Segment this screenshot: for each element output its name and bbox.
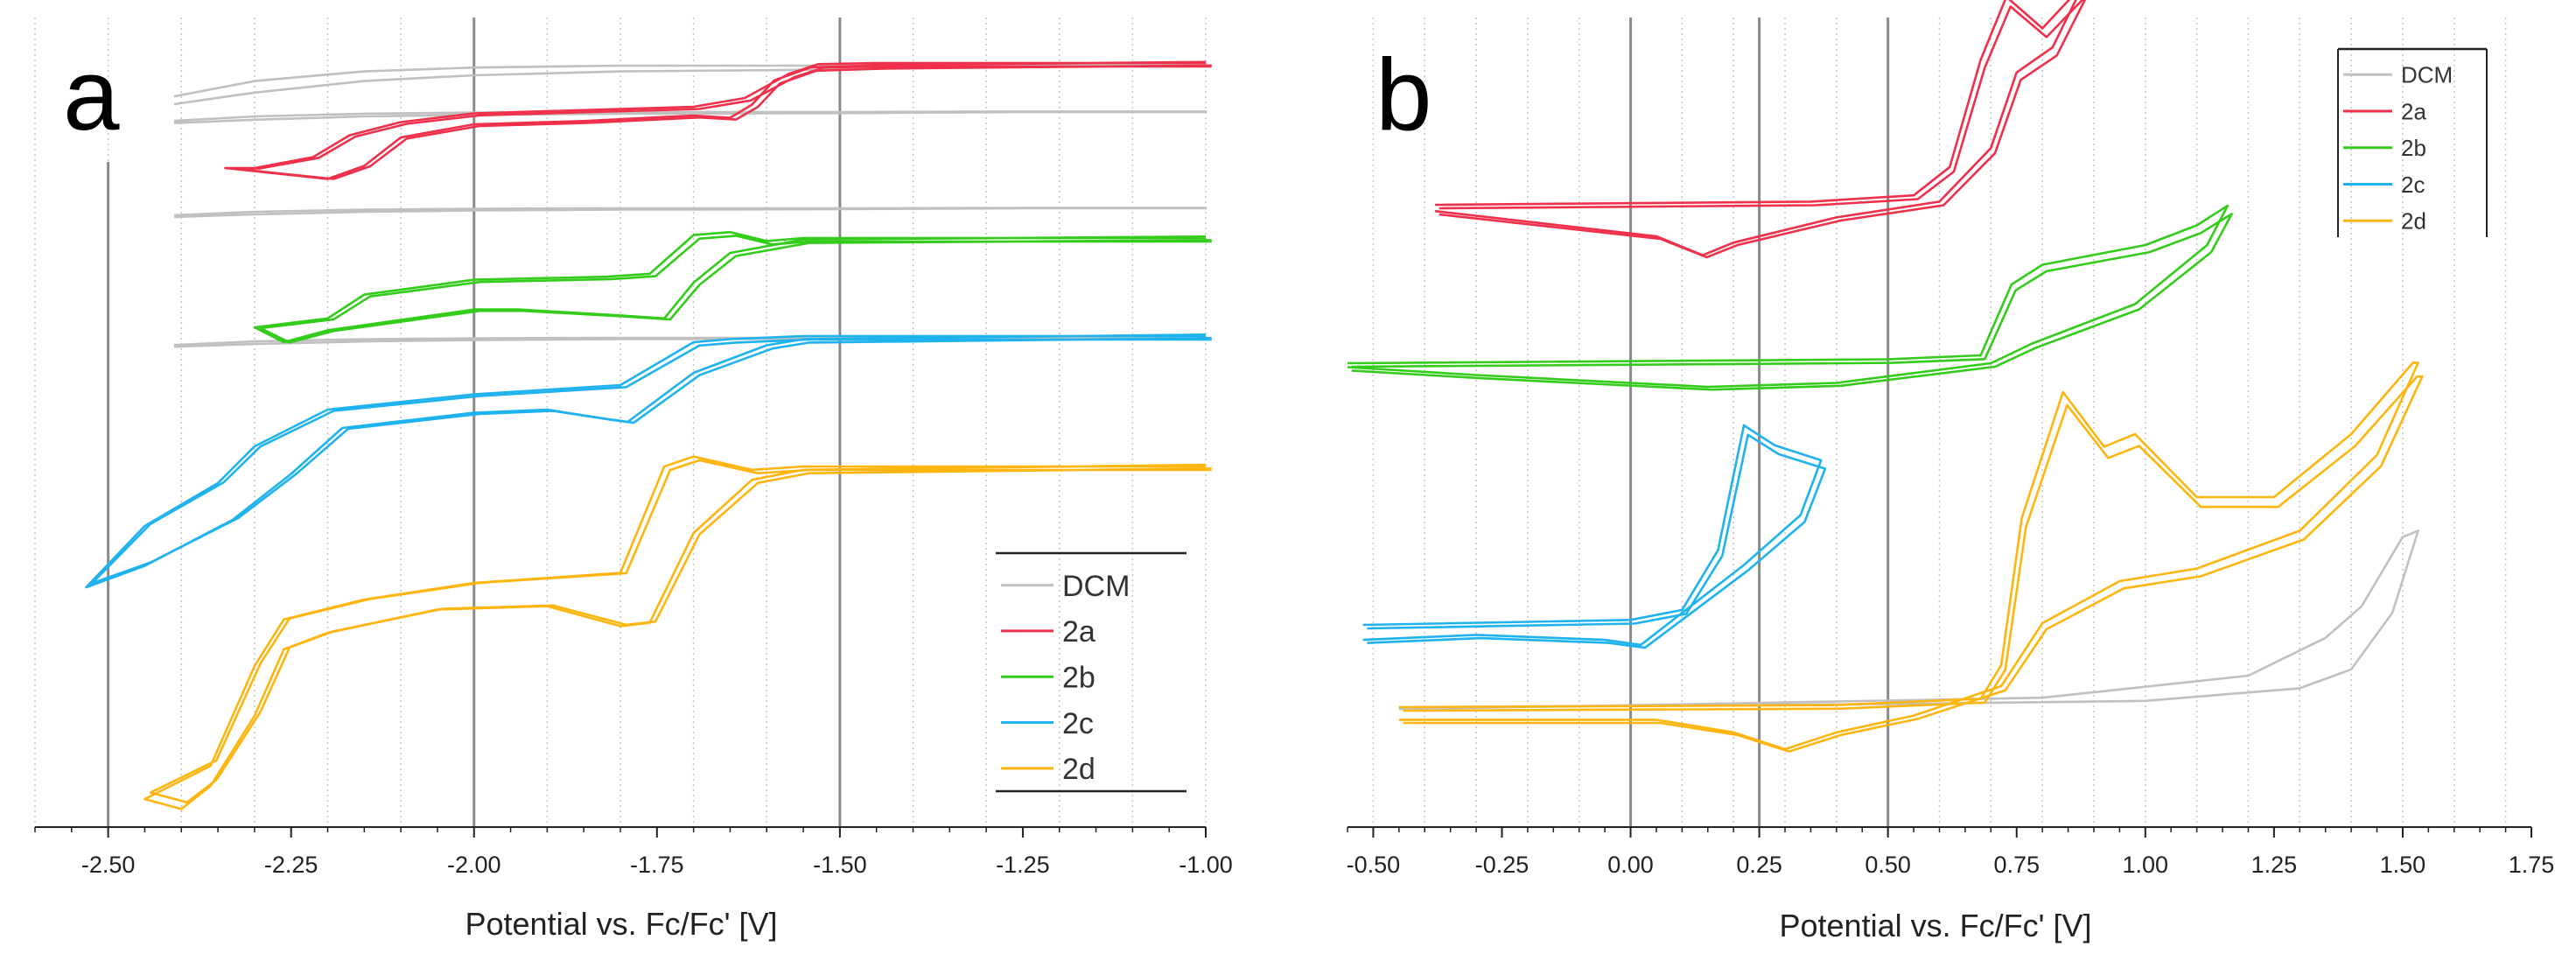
series-2c-line bbox=[1362, 424, 1823, 647]
x-tick-label: 0.75 bbox=[1993, 852, 2040, 878]
series-2a-line-scan2 bbox=[229, 64, 1212, 180]
x-tick-label: -2.00 bbox=[447, 852, 501, 878]
x-tick-label: 0.25 bbox=[1736, 852, 1782, 878]
x-tick-label: -0.50 bbox=[1347, 852, 1401, 878]
panel-b-ticks: -0.50 -0.25 0.00 0.25 0.50 0.75 1.00 1.25 1.50 1.… bbox=[1347, 827, 2555, 878]
panel-a: -2.50 -2.25 -2.00 -1.75 -1.50 -1.25 -1.00 a Po… bbox=[34, 18, 1233, 942]
x-tick-label: -1.50 bbox=[813, 852, 867, 878]
series-2b-line bbox=[253, 230, 1207, 344]
legend-label-2c: 2c bbox=[2401, 172, 2425, 198]
legend-label-dcm: DCM bbox=[2401, 62, 2453, 88]
legend-label-dcm: DCM bbox=[1062, 570, 1130, 603]
panel-b-letter: b bbox=[1376, 38, 1432, 151]
x-tick-label: 1.75 bbox=[2509, 852, 2555, 878]
panel-b: -0.50 -0.25 0.00 0.25 0.50 0.75 1.00 1.25 1.50 1.… bbox=[1347, 0, 2555, 943]
x-tick-label: -1.00 bbox=[1179, 852, 1233, 878]
series-2a-line bbox=[224, 60, 1207, 180]
x-tick-label: -1.25 bbox=[996, 852, 1050, 878]
series-2d-line-scan2 bbox=[1403, 375, 2424, 753]
series-2c-line-scan2 bbox=[1367, 433, 1827, 649]
legend-label-2c: 2c bbox=[1062, 707, 1094, 740]
legend-label-2d: 2d bbox=[1062, 753, 1096, 786]
x-tick-label: -2.25 bbox=[264, 852, 318, 878]
legend-label-2d: 2d bbox=[2401, 208, 2426, 235]
series-2b-line bbox=[1347, 204, 2230, 389]
panel-a-grid bbox=[34, 18, 1207, 827]
panel-b-curves bbox=[1347, 0, 2424, 753]
panel-b-legend: DCM 2a 2b 2c 2d bbox=[2337, 47, 2488, 237]
x-tick-label: 0.00 bbox=[1607, 852, 1654, 878]
x-tick-label: 1.50 bbox=[2380, 852, 2426, 878]
series-2c-line bbox=[85, 333, 1207, 589]
series-2c-line-scan2 bbox=[90, 337, 1212, 585]
panel-a-legend: DCM 2a 2b 2c 2d bbox=[996, 551, 1186, 793]
legend-label-2a: 2a bbox=[2401, 98, 2426, 124]
legend-label-2b: 2b bbox=[1062, 661, 1096, 694]
x-tick-label: -1.75 bbox=[630, 852, 684, 878]
panel-a-x-label: Potential vs. Fc/Fc' [V] bbox=[466, 906, 778, 942]
series-dcm-line-1 bbox=[173, 110, 1208, 124]
panel-b-x-label: Potential vs. Fc/Fc' [V] bbox=[1780, 908, 2092, 943]
series-dcm-line bbox=[173, 62, 1208, 106]
series-dcm-line-2 bbox=[173, 207, 1208, 219]
panel-a-letter: a bbox=[63, 38, 120, 151]
legend-label-2a: 2a bbox=[1062, 615, 1096, 649]
x-tick-label: -2.50 bbox=[81, 852, 136, 878]
panel-a-ticks: -2.50 -2.25 -2.00 -1.75 -1.50 -1.25 -1.00 bbox=[34, 827, 1233, 878]
series-dcm-line bbox=[1398, 530, 2419, 711]
series-2b-line-scan2 bbox=[259, 235, 1212, 344]
series-2a-line-scan2 bbox=[1438, 0, 2087, 259]
series-2d-line-scan2 bbox=[149, 459, 1212, 804]
panel-a-curves bbox=[85, 60, 1212, 810]
panel-b-grid bbox=[1372, 18, 2507, 827]
x-tick-label: -0.25 bbox=[1475, 852, 1530, 878]
x-tick-label: 1.00 bbox=[2123, 852, 2169, 878]
series-2b-line-scan2 bbox=[1351, 213, 2233, 391]
series-2a-line bbox=[1434, 0, 2077, 256]
series-2d-line bbox=[1398, 361, 2419, 751]
series-2d-line bbox=[144, 455, 1207, 810]
x-tick-label: 0.50 bbox=[1865, 852, 1911, 878]
legend-label-2b: 2b bbox=[2401, 135, 2426, 161]
x-tick-label: 1.25 bbox=[2251, 852, 2298, 878]
